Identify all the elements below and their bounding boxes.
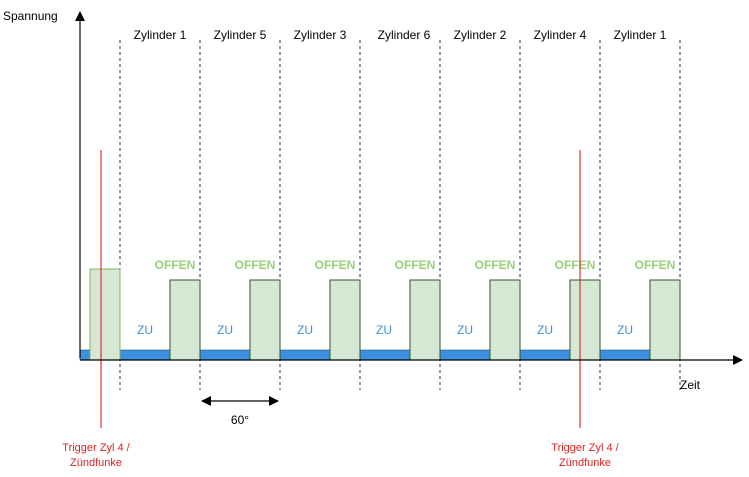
cylinder-labels: Zylinder 1 Zylinder 5 Zylinder 3 Zylinder 6… xyxy=(134,28,667,42)
trigger-label-2-line1: Trigger Zyl 4 / xyxy=(551,442,619,454)
cylinder-label: Zylinder 1 xyxy=(134,28,187,42)
open-phase-box xyxy=(649,279,681,361)
closed-label: ZU xyxy=(217,323,233,337)
open-phase-box xyxy=(169,279,201,361)
open-label: OFFEN xyxy=(555,258,596,272)
open-label: OFFEN xyxy=(155,258,196,272)
y-axis-label: Spannung xyxy=(3,9,58,23)
closed-label: ZU xyxy=(376,323,392,337)
closed-phase-bar xyxy=(199,349,251,361)
cylinder-label: Zylinder 2 xyxy=(454,28,507,42)
closed-label: ZU xyxy=(617,323,633,337)
closed-label: ZU xyxy=(137,323,153,337)
x-axis-label: Zeit xyxy=(680,378,701,392)
closed-phases xyxy=(79,349,651,361)
trigger-label-2-line2: Zündfunke xyxy=(559,457,611,469)
cylinder-dividers xyxy=(119,40,681,390)
cylinder-label: Zylinder 6 xyxy=(378,28,431,42)
open-label: OFFEN xyxy=(635,258,676,272)
closed-label: ZU xyxy=(457,323,473,337)
open-label: OFFEN xyxy=(235,258,276,272)
cylinder-label: Zylinder 1 xyxy=(614,28,667,42)
closed-labels: ZU ZU ZU ZU ZU ZU ZU xyxy=(137,323,633,337)
closed-phase-bar xyxy=(599,349,651,361)
closed-phase-bar xyxy=(279,349,331,361)
open-phases xyxy=(89,268,681,361)
cylinder-label: Zylinder 3 xyxy=(294,28,347,42)
open-phase-box xyxy=(489,279,521,361)
open-phase-box xyxy=(329,279,361,361)
closed-phase-bar xyxy=(359,349,411,361)
trigger-label-1-line2: Zündfunke xyxy=(70,457,122,469)
closed-phase-bar xyxy=(439,349,491,361)
cylinder-label: Zylinder 5 xyxy=(214,28,267,42)
open-label: OFFEN xyxy=(395,258,436,272)
trigger-markers xyxy=(100,150,581,428)
angle-label: 60° xyxy=(231,413,249,427)
open-phase-box xyxy=(89,268,121,361)
closed-label: ZU xyxy=(537,323,553,337)
closed-phase-bar xyxy=(519,349,571,361)
open-label: OFFEN xyxy=(475,258,516,272)
closed-phase-bar xyxy=(119,349,171,361)
closed-phase-bar xyxy=(79,349,91,361)
open-labels: OFFEN OFFEN OFFEN OFFEN OFFEN OFFEN OFFEN xyxy=(155,258,676,272)
open-phase-box xyxy=(249,279,281,361)
closed-label: ZU xyxy=(297,323,313,337)
open-phase-box xyxy=(409,279,441,361)
cylinder-label: Zylinder 4 xyxy=(534,28,587,42)
open-phase-box xyxy=(569,279,601,361)
trigger-label-1-line1: Trigger Zyl 4 / xyxy=(62,442,130,454)
open-label: OFFEN xyxy=(315,258,356,272)
